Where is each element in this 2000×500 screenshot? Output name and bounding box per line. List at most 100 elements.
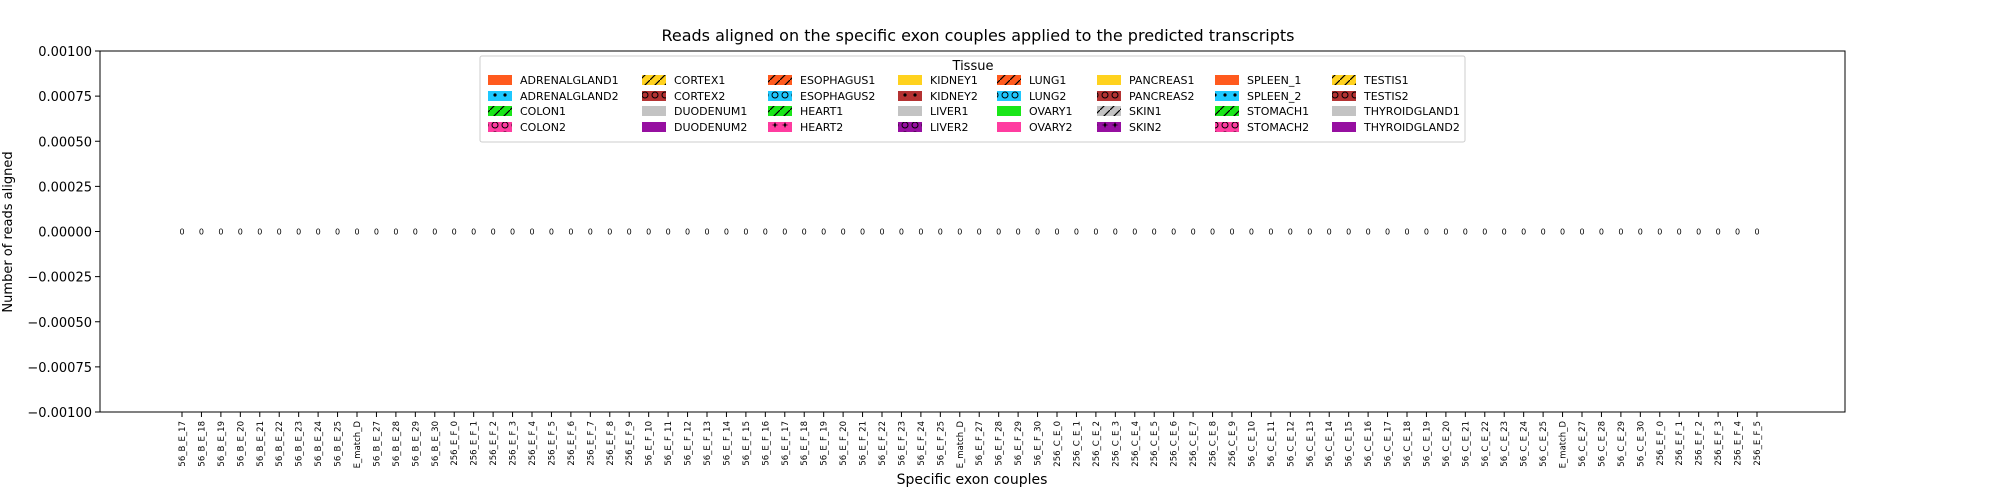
legend-label: OVARY1 <box>1029 105 1072 118</box>
y-tick-label: −0.00100 <box>27 406 92 421</box>
legend-label: ADRENALGLAND1 <box>520 74 619 87</box>
legend-item: LUNG1 <box>997 74 1066 87</box>
bar-value-label: 0 <box>510 228 515 237</box>
x-tick-label: E_match_D <box>956 421 966 469</box>
legend-swatch <box>1332 91 1356 101</box>
legend-swatch <box>898 122 922 132</box>
bar-value-label: 0 <box>646 228 651 237</box>
x-tick-label: 256_E_F_6 <box>567 421 577 466</box>
bar-value-label: 0 <box>1113 228 1118 237</box>
legend-swatch <box>488 122 512 132</box>
legend-item: KIDNEY1 <box>898 74 978 87</box>
x-tick-label: 256_E_F_1 <box>470 421 480 466</box>
legend-label: COLON1 <box>520 105 566 118</box>
y-tick-label: −0.00075 <box>27 361 92 376</box>
bar-value-label: 0 <box>1560 228 1565 237</box>
bar-value-label: 0 <box>1229 228 1234 237</box>
y-tick-label: 0.00000 <box>38 226 92 241</box>
legend-item: LIVER2 <box>898 121 969 134</box>
x-tick-label: 56_E_F_16 <box>761 421 771 466</box>
x-tick-label: 256_E_F_9 <box>625 421 635 466</box>
x-tick-label: E_match_D <box>353 421 363 469</box>
bar-value-label: 0 <box>296 228 301 237</box>
bar-value-label: 0 <box>841 228 846 237</box>
x-tick-label: 56_C_E_24 <box>1520 421 1530 467</box>
y-tick-label: 0.00025 <box>38 180 92 195</box>
bar-value-label: 0 <box>1657 228 1662 237</box>
bar-value-label: 0 <box>918 228 923 237</box>
legend-item: ESOPHAGUS1 <box>768 74 875 87</box>
x-tick-label: E_match_D <box>1559 421 1569 469</box>
x-tick-label: 256_E_F_4 <box>528 421 538 466</box>
bar-value-label: 0 <box>277 228 282 237</box>
bar-value-label: 0 <box>957 228 962 237</box>
bar-value-label: 0 <box>1754 228 1759 237</box>
legend-item: STOMACH1 <box>1215 105 1309 118</box>
legend-item: ADRENALGLAND1 <box>488 74 619 87</box>
bar-value-label: 0 <box>996 228 1001 237</box>
x-tick-label: 56_C_E_19 <box>1422 421 1432 467</box>
legend-item: TESTIS2 <box>1332 90 1409 103</box>
legend-item: PANCREAS1 <box>1097 74 1194 87</box>
legend-item: OVARY2 <box>997 121 1072 134</box>
legend-swatch <box>1097 75 1121 85</box>
bar-value-label: 0 <box>1054 228 1059 237</box>
x-tick-label: 56_E_F_20 <box>839 421 849 466</box>
legend-item: ADRENALGLAND2 <box>488 90 619 103</box>
bar-value-label: 0 <box>413 228 418 237</box>
x-tick-label: 56_B_E_23 <box>295 421 305 467</box>
legend-swatch <box>1332 75 1356 85</box>
legend-label: HEART1 <box>800 105 843 118</box>
legend-item: LIVER1 <box>898 105 969 118</box>
legend-label: SKIN2 <box>1129 121 1162 134</box>
bar-value-label: 0 <box>1327 228 1332 237</box>
bar-value-label: 0 <box>1579 228 1584 237</box>
y-tick-label: −0.00025 <box>27 271 92 286</box>
x-tick-label: 256_C_E_4 <box>1131 421 1141 467</box>
x-axis-label: Specific exon couples <box>897 472 1048 488</box>
legend-swatch <box>1215 91 1239 101</box>
bar-value-label: 0 <box>1385 228 1390 237</box>
legend-swatch <box>1097 106 1121 116</box>
bar-value-label: 0 <box>763 228 768 237</box>
legend-label: THYROIDGLAND2 <box>1363 121 1460 134</box>
bar-value-label: 0 <box>1366 228 1371 237</box>
legend-item: HEART1 <box>768 105 843 118</box>
x-tick-label: 56_B_E_22 <box>275 421 285 467</box>
x-tick-label: 56_B_E_28 <box>392 421 402 467</box>
x-tick-label: 56_E_F_25 <box>936 421 946 466</box>
x-tick-label: 56_B_E_24 <box>314 421 324 467</box>
legend-item: THYROIDGLAND2 <box>1332 121 1460 134</box>
bar-value-label: 0 <box>549 228 554 237</box>
x-tick-label: 256_C_E_0 <box>1053 421 1063 467</box>
legend-swatch <box>898 91 922 101</box>
x-tick-label: 56_E_F_27 <box>975 421 985 466</box>
x-tick-label: 256_E_F_5 <box>547 421 557 466</box>
legend-swatch <box>768 75 792 85</box>
legend-label: CORTEX1 <box>674 74 725 87</box>
bar-value-label: 0 <box>1152 228 1157 237</box>
bar-value-label: 0 <box>335 228 340 237</box>
bar-value-label: 0 <box>821 228 826 237</box>
legend-swatch <box>488 91 512 101</box>
legend-label: SPLEEN_2 <box>1247 90 1301 103</box>
x-tick-label: 56_B_E_20 <box>236 421 246 467</box>
bar-value-label: 0 <box>1210 228 1215 237</box>
bar-value-label: 0 <box>607 228 612 237</box>
legend-swatch <box>488 106 512 116</box>
legend-label: ESOPHAGUS1 <box>800 74 875 87</box>
legend-swatch <box>768 106 792 116</box>
x-tick-label: 256_C_E_8 <box>1209 421 1219 467</box>
bar-value-label: 0 <box>452 228 457 237</box>
legend-swatch <box>488 75 512 85</box>
bar-value-label: 0 <box>724 228 729 237</box>
bar-value-label: 0 <box>1521 228 1526 237</box>
bar-value-label: 0 <box>1191 228 1196 237</box>
legend-label: ADRENALGLAND2 <box>520 90 619 103</box>
bar-value-label: 0 <box>1502 228 1507 237</box>
bar-value-label: 0 <box>1249 228 1254 237</box>
legend-swatch <box>997 91 1021 101</box>
bar-value-label: 0 <box>568 228 573 237</box>
x-tick-label: 56_E_F_15 <box>742 421 752 466</box>
x-tick-label: 56_E_F_12 <box>684 421 694 466</box>
